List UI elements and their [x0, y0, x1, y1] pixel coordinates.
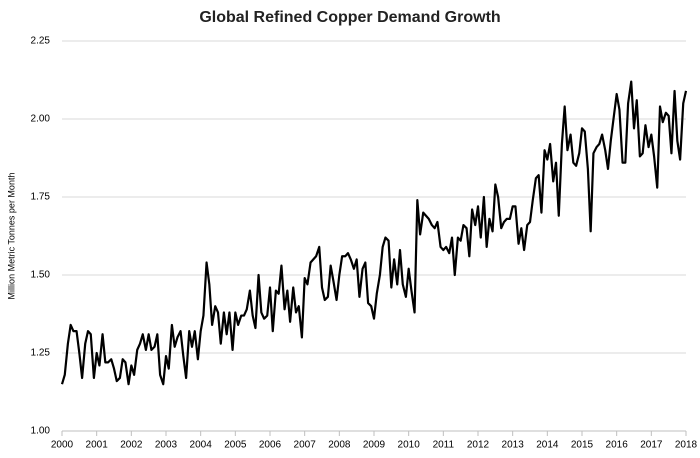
y-tick-label: 1.50	[31, 270, 51, 281]
x-tick-label: 2015	[571, 440, 594, 451]
y-tick-label: 1.25	[31, 348, 51, 359]
x-tick-label: 2009	[363, 440, 386, 451]
y-tick-label: 1.75	[31, 192, 51, 203]
y-tick-label: 1.00	[31, 426, 51, 437]
y-tick-label: 2.25	[31, 36, 51, 47]
x-tick-label: 2008	[328, 440, 351, 451]
x-tick-label: 2018	[675, 440, 698, 451]
x-tick-label: 2007	[294, 440, 317, 451]
x-tick-label: 2000	[51, 440, 74, 451]
x-tick-label: 2012	[467, 440, 490, 451]
data-line	[60, 80, 688, 386]
x-tick-label: 2010	[398, 440, 421, 451]
x-tick-label: 2017	[640, 440, 663, 451]
x-tick-label: 2013	[502, 440, 525, 451]
x-tick-label: 2014	[536, 440, 559, 451]
chart-title: Global Refined Copper Demand Growth	[199, 9, 500, 26]
x-tick-label: 2011	[433, 440, 455, 451]
x-tick-label: 2005	[224, 440, 247, 451]
y-tick-label: 2.00	[31, 114, 51, 125]
x-tick-label: 2001	[86, 440, 109, 451]
x-tick-label: 2003	[155, 440, 178, 451]
x-tick-label: 2004	[190, 440, 213, 451]
x-tick-label: 2002	[120, 440, 143, 451]
x-tick-label: 2016	[606, 440, 629, 451]
y-axis-label: Million Metric Tonnes per Month	[6, 173, 16, 300]
x-tick-label: 2006	[259, 440, 282, 451]
